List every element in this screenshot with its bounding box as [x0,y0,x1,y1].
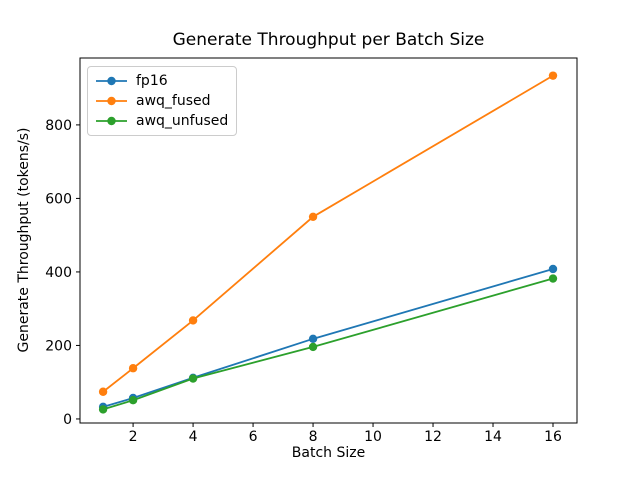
data-point-awq_fused [128,364,138,373]
data-point-awq_unfused [128,396,138,405]
data-point-awq_fused [548,71,558,80]
data-point-awq_unfused [548,274,558,283]
data-point-fp16 [308,334,318,344]
legend-entry-fp16: fp16 [95,71,228,91]
legend-label: awq_unfused [136,113,229,129]
x-axis-label: Batch Size [291,445,366,461]
x-tick-label: 10 [364,429,382,445]
legend-entry-awq-fused: awq_fused [95,91,228,111]
y-tick-label: 400 [45,265,72,281]
x-tick-label: 8 [309,429,318,445]
chart-title: Generate Throughput per Batch Size [172,30,485,50]
data-point-awq_unfused [98,405,108,414]
y-tick-label: 800 [45,118,72,134]
data-point-awq_fused [308,212,318,221]
data-point-awq_fused [188,316,198,325]
y-tick-label: 600 [45,191,72,207]
data-point-fp16 [548,264,558,274]
data-point-awq_fused [98,387,108,396]
legend-line-marker-icon [96,76,127,86]
data-point-awq_unfused [308,342,318,352]
x-tick-label: 2 [129,429,138,445]
y-tick-label: 0 [63,412,72,428]
series-line-awq_unfused [102,277,554,411]
y-axis-label: Generate Throughput (tokens/s) [16,127,32,353]
legend-entry-awq-unfused: awq_unfused [95,111,228,131]
legend-line-marker-icon [96,96,127,106]
x-tick-label: 6 [249,429,258,445]
x-tick-label: 16 [544,429,562,445]
y-tick-label: 200 [45,338,72,354]
x-tick-label: 4 [189,429,198,445]
legend-label: awq_fused [136,93,211,109]
x-tick-label: 12 [424,429,442,445]
legend: fp16 awq_fused awq_unfused [87,66,237,136]
legend-label: fp16 [136,73,168,89]
x-tick-label: 14 [484,429,502,445]
legend-line-marker-icon [96,116,127,126]
data-point-awq_unfused [188,374,198,383]
plot-spines [79,57,578,424]
